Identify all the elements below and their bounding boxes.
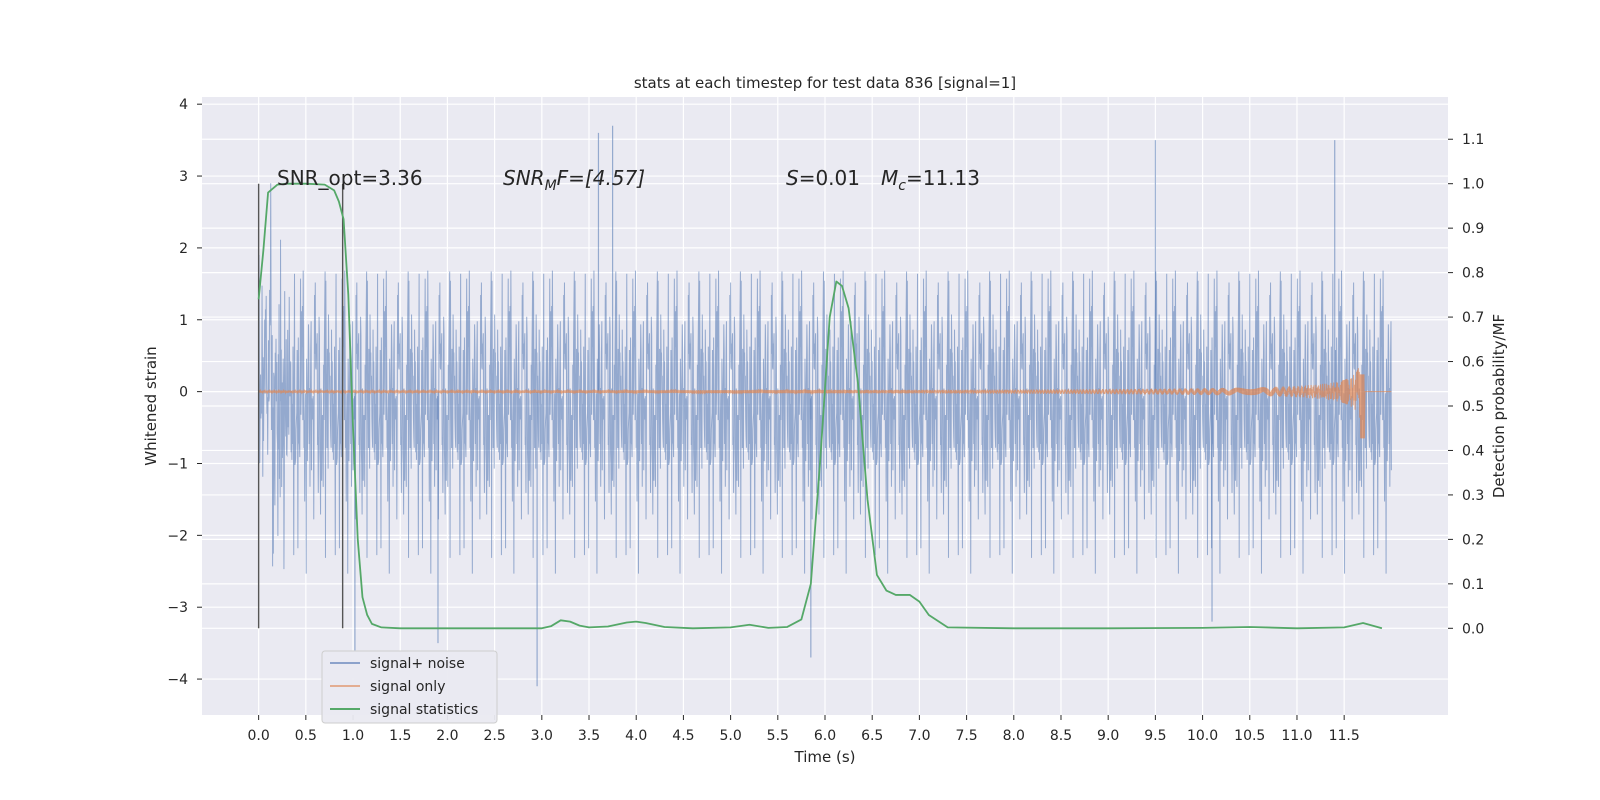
y-tick-label: −2: [167, 528, 188, 544]
vertical-markers: [257, 183, 344, 629]
annotation-s: S=0.01: [786, 166, 860, 190]
y2-tick-label: 0.1: [1462, 577, 1484, 593]
legend-label-noise: signal+ noise: [370, 656, 465, 672]
y-tick-label: 4: [179, 97, 188, 113]
y2-tick-label: 0.0: [1462, 621, 1484, 637]
chart-title: stats at each timestep for test data 836…: [634, 74, 1016, 92]
x-tick-label: 9.0: [1097, 728, 1119, 744]
y-tick-label: 3: [179, 169, 188, 185]
x-axis-title: Time (s): [794, 748, 856, 766]
x-tick-label: 3.0: [531, 728, 553, 744]
y2-tick-label: 0.4: [1462, 443, 1484, 459]
x-tick-label: 0.0: [248, 728, 270, 744]
x-tick-label: 8.0: [1003, 728, 1025, 744]
x-tick-label: 4.5: [672, 728, 694, 744]
legend-label-signal: signal only: [370, 679, 445, 695]
x-tick-label: 6.5: [861, 728, 883, 744]
y2-tick-label: 0.7: [1462, 310, 1484, 326]
y-tick-label: 0: [179, 385, 188, 401]
x-tick-label: 7.0: [908, 728, 930, 744]
annotation-s-rest: =0.01: [799, 166, 860, 190]
y-tick-label: 2: [179, 241, 188, 257]
y-axis-title: Whitened strain: [142, 346, 160, 465]
annotation-mc-sub: c: [898, 178, 906, 194]
y-tick-label: 1: [179, 313, 188, 329]
x-tick-label: 7.5: [955, 728, 977, 744]
legend-box: [321, 650, 498, 724]
annotation-mc-rest: =11.13: [906, 166, 980, 190]
x-axis-ticks: 0.0 0.5 1.0 1.5 2.0 2.5 3.0 3.5 4.0 4.5 5.0 5.5 6.0 6…: [248, 715, 1360, 744]
annotation-snr-mf-main: SNR: [503, 166, 545, 190]
x-tick-label: 5.0: [719, 728, 741, 744]
annotation-mc-main: M: [881, 166, 898, 190]
x-tick-label: 10.5: [1234, 728, 1265, 744]
y2-axis-ticks: 1.1 1.0 0.9 0.8 0.7 0.6 0.5 0.4 0.3 0.2 0.1 0.0: [1448, 132, 1484, 637]
x-tick-label: 10.0: [1187, 728, 1218, 744]
x-tick-label: 2.5: [483, 728, 505, 744]
x-tick-label: 11.0: [1281, 728, 1312, 744]
legend-label-statistics: signal statistics: [370, 702, 478, 718]
y2-tick-label: 0.6: [1462, 355, 1484, 371]
y-tick-label: −1: [167, 456, 188, 472]
annotation-snr-mf-rest: F=[4.57]: [557, 166, 645, 190]
y-axis-ticks: 4 3 2 1 0 −1 −2 −3 −4: [167, 97, 202, 688]
x-tick-label: 1.5: [389, 728, 411, 744]
x-tick-label: 6.0: [814, 728, 836, 744]
x-tick-label: 1.0: [342, 728, 364, 744]
x-tick-label: 2.0: [436, 728, 458, 744]
annotation-s-main: S: [786, 166, 799, 190]
y-tick-label: −3: [167, 600, 188, 616]
series-signal-statistics: [257, 182, 1383, 630]
annotation-snr-mf: SNRMF=[4.57]: [503, 166, 645, 194]
series-signal-plus-noise: [258, 125, 1392, 687]
y2-tick-label: 0.2: [1462, 532, 1484, 548]
annotation-snr-opt: SNR_opt=3.36: [277, 166, 423, 190]
y2-tick-label: 0.8: [1462, 266, 1484, 282]
x-tick-label: 4.0: [625, 728, 647, 744]
x-tick-label: 9.5: [1144, 728, 1166, 744]
signal-statistics-line: [257, 182, 1383, 630]
y2-axis-title: Detection probability/MF: [1490, 314, 1508, 498]
x-tick-label: 8.5: [1050, 728, 1072, 744]
y2-tick-label: 1.1: [1462, 132, 1484, 148]
x-tick-label: 11.5: [1329, 728, 1360, 744]
x-tick-label: 3.5: [578, 728, 600, 744]
x-tick-label: 0.5: [295, 728, 317, 744]
legend: signal+ noise signal only signal statist…: [321, 650, 498, 724]
y2-tick-label: 0.5: [1462, 399, 1484, 415]
y2-tick-label: 0.9: [1462, 221, 1484, 237]
y2-tick-label: 1.0: [1462, 177, 1484, 193]
y2-tick-label: 0.3: [1462, 488, 1484, 504]
x-tick-label: 5.5: [767, 728, 789, 744]
annotation-snr-mf-sub: M: [545, 178, 557, 194]
y-tick-label: −4: [167, 672, 188, 688]
annotation-mc: Mc=11.13: [881, 166, 980, 194]
